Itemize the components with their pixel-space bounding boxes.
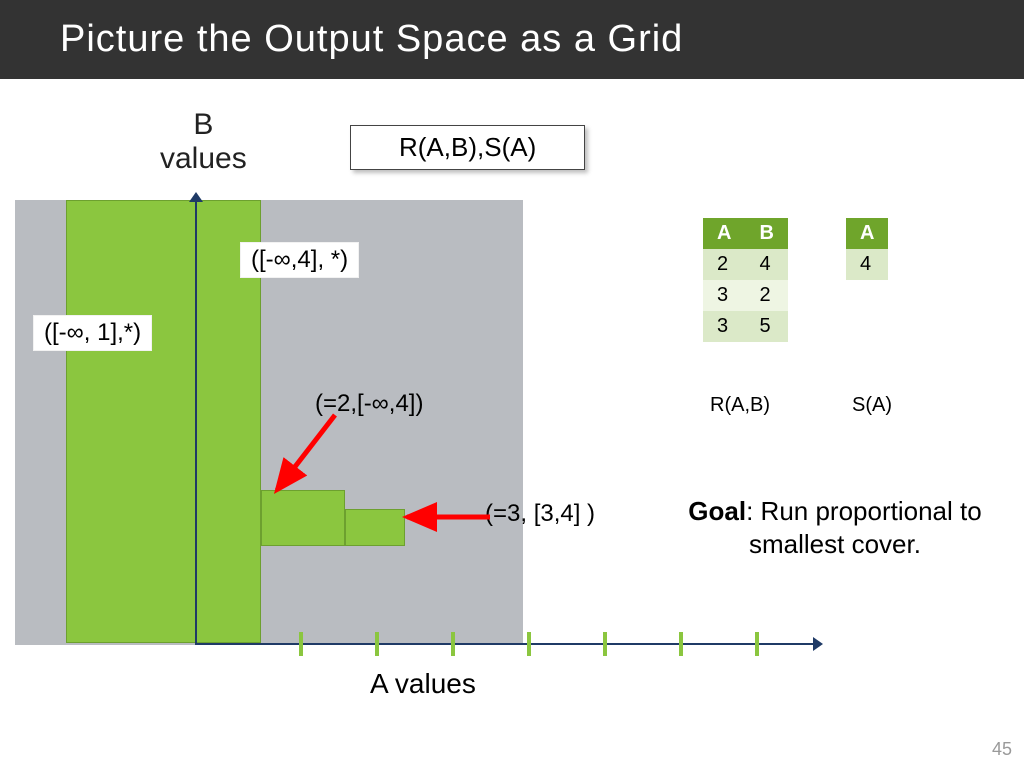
table-cell: 5 xyxy=(745,311,787,342)
table-row: 24 xyxy=(703,249,788,280)
table-cell: 2 xyxy=(745,280,787,311)
y-axis-label: B values xyxy=(160,108,247,176)
table-cell: 3 xyxy=(703,311,745,342)
table-r-caption: R(A,B) xyxy=(710,394,770,417)
label-neg4: ([-∞,4], *) xyxy=(240,242,359,278)
goal-bold: Goal xyxy=(688,496,746,526)
x-tick xyxy=(603,632,607,656)
grid-diagram: ([-∞, 1],*) ([-∞,4], *) (=2,[-∞,4]) (=3,… xyxy=(15,200,815,660)
x-axis-line xyxy=(195,643,815,645)
table-cell: 4 xyxy=(745,249,787,280)
x-tick xyxy=(299,632,303,656)
formula-box: R(A,B),S(A) xyxy=(350,125,585,170)
table-cell: 4 xyxy=(846,249,888,280)
x-tick xyxy=(527,632,531,656)
block-right xyxy=(345,509,405,546)
y-axis-line xyxy=(195,198,197,645)
y-axis-arrowhead xyxy=(189,192,203,202)
x-tick xyxy=(451,632,455,656)
block-mid xyxy=(261,490,345,546)
x-tick xyxy=(375,632,379,656)
x-axis-label: A values xyxy=(370,668,476,700)
label-eq3: (=3, [3,4] ) xyxy=(485,500,595,528)
y-axis-label-b: B xyxy=(160,108,247,142)
table-s: A 4 xyxy=(846,218,888,280)
table-row: 35 xyxy=(703,311,788,342)
table-s-caption: S(A) xyxy=(852,394,892,417)
page-number: 45 xyxy=(992,739,1012,760)
table-cell: 3 xyxy=(703,280,745,311)
x-axis-arrowhead xyxy=(813,637,823,651)
table-header: A xyxy=(846,218,888,249)
goal-rest: : Run proportional to smallest cover. xyxy=(746,496,982,559)
x-tick xyxy=(679,632,683,656)
block-tall xyxy=(66,200,261,643)
table-r: AB 243235 xyxy=(703,218,788,342)
label-eq2: (=2,[-∞,4]) xyxy=(315,390,423,418)
table-header: A xyxy=(703,218,745,249)
table-row: 4 xyxy=(846,249,888,280)
table-cell: 2 xyxy=(703,249,745,280)
goal-text: Goal: Run proportional to smallest cover… xyxy=(680,495,990,560)
x-tick xyxy=(755,632,759,656)
y-axis-label-values: values xyxy=(160,142,247,176)
table-header: B xyxy=(745,218,787,249)
table-row: 32 xyxy=(703,280,788,311)
slide-title: Picture the Output Space as a Grid xyxy=(0,0,1024,79)
label-neg1: ([-∞, 1],*) xyxy=(33,315,152,351)
